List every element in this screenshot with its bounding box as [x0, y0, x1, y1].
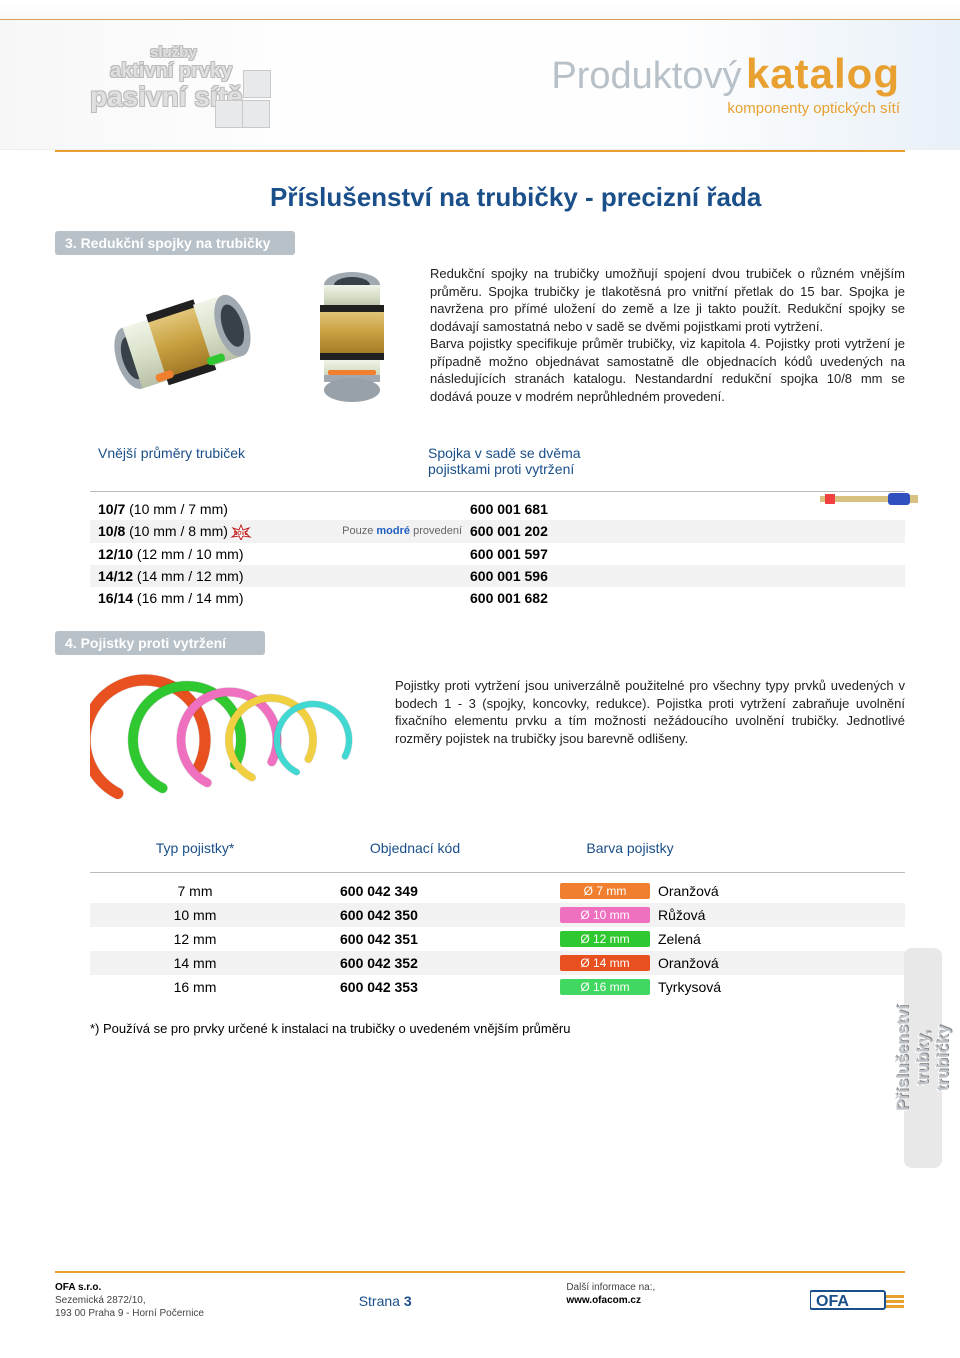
side-tab-text: Příslušenství trubky, trubičky	[893, 1005, 953, 1111]
t2-h3: Barva pojistky	[530, 840, 730, 856]
t1-header-left: Vnější průměry trubiček	[90, 445, 420, 477]
section-4-footnote: *) Používá se pro prvky určené k instala…	[90, 1021, 905, 1036]
catalog-title-bold: katalog	[746, 50, 900, 97]
section-4-description: Pojistky proti vytržení jsou univerzálně…	[395, 665, 905, 815]
t2-row: 12 mm600 042 351Ø 12 mmZelená	[90, 927, 905, 951]
section-4-row: Pojistky proti vytržení jsou univerzálně…	[90, 665, 905, 815]
t1-row: 12/10 (12 mm / 10 mm)600 001 597	[90, 543, 905, 565]
t2-h1: Typ pojistky*	[90, 840, 300, 856]
t1-header-right: Spojka v sadě se dvěma pojistkami proti …	[420, 445, 581, 477]
top-border	[0, 0, 960, 20]
decorative-cubes	[215, 70, 271, 133]
footer-info: Další informace na:, www.ofacom.cz	[566, 1281, 655, 1320]
rings-image	[90, 665, 370, 815]
t2-row: 14 mm600 042 352Ø 14 mmOranžová	[90, 951, 905, 975]
header: služby aktivní prvky pasivní sítě Produk…	[0, 20, 960, 150]
header-word-1: služby	[150, 45, 243, 61]
footer-company-name: OFA s.r.o.	[55, 1282, 101, 1293]
catalog-title-light: Produktový	[551, 55, 741, 97]
header-title-block: Produktový katalog komponenty optických …	[551, 50, 900, 117]
footer-info-label: Další informace na:,	[566, 1282, 655, 1293]
footer-addr2: 193 00 Praha 9 - Horní Počernice	[55, 1308, 204, 1319]
content: Příslušenství na trubičky - precizní řad…	[0, 152, 960, 1036]
mini-connector-image	[820, 491, 920, 507]
section-3-table: Vnější průměry trubiček Spojka v sadě se…	[90, 445, 905, 609]
footer-page: Strana 3	[359, 1293, 412, 1309]
side-tab: Příslušenství trubky, trubičky	[904, 948, 942, 1168]
coupling-image-2	[300, 265, 405, 425]
t1-row: 10/7 (10 mm / 7 mm)600 001 681	[90, 498, 905, 520]
footer-addr1: Sezemická 2872/10,	[55, 1295, 146, 1306]
coupling-image-1	[90, 265, 275, 425]
t2-row: 16 mm600 042 353Ø 16 mmTyrkysová	[90, 975, 905, 999]
catalog-subtitle: komponenty optických sítí	[551, 100, 900, 117]
svg-text:NOVÉ: NOVÉ	[234, 529, 249, 537]
page: služby aktivní prvky pasivní sítě Produk…	[0, 0, 960, 1358]
section-4-bar: 4. Pojistky proti vytržení	[55, 631, 265, 655]
svg-text:OFA: OFA	[816, 1293, 849, 1310]
t1-row: 14/12 (14 mm / 12 mm)600 001 596	[90, 565, 905, 587]
t2-h2: Objednací kód	[300, 840, 530, 856]
section-3-description: Redukční spojky na trubičky umožňují spo…	[430, 265, 905, 425]
footer-company: OFA s.r.o. Sezemická 2872/10, 193 00 Pra…	[55, 1281, 204, 1320]
footer-web: www.ofacom.cz	[566, 1295, 641, 1306]
section-4-table: Typ pojistky* Objednací kód Barva pojist…	[90, 840, 905, 1036]
section-3-bar: 3. Redukční spojky na trubičky	[55, 231, 295, 255]
t1-row: 10/8 (10 mm / 8 mm)NOVÉPouze modré prove…	[90, 520, 905, 543]
page-title: Příslušenství na trubičky - precizní řad…	[270, 182, 905, 213]
t1-row: 16/14 (16 mm / 14 mm)600 001 682	[90, 587, 905, 609]
footer: OFA s.r.o. Sezemická 2872/10, 193 00 Pra…	[55, 1271, 905, 1320]
t2-row: 10 mm600 042 350Ø 10 mmRůžová	[90, 903, 905, 927]
t2-row: 7 mm600 042 349Ø 7 mmOranžová	[90, 879, 905, 903]
ofa-logo: OFA	[810, 1287, 905, 1315]
section-3-row: Redukční spojky na trubičky umožňují spo…	[90, 265, 905, 425]
